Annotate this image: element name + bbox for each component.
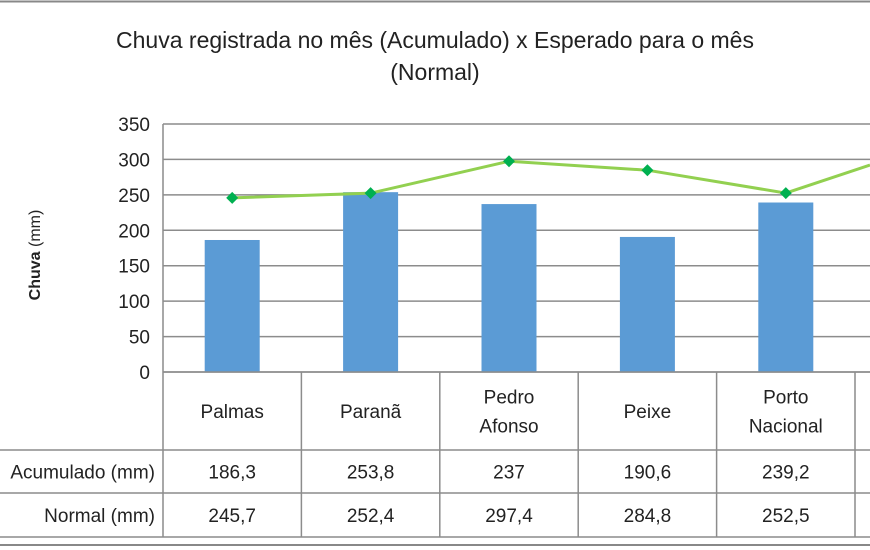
bar-acumulado [619,236,675,372]
y-tick-label: 50 [129,328,150,349]
y-tick-label: 150 [118,257,150,278]
table-cell-value: 252,5 [762,506,810,527]
table-cell-value: 190,6 [624,463,672,484]
y-tick-label: 350 [118,115,150,136]
chart-title-line2: (Normal) [390,59,479,85]
marker-normal [226,191,239,204]
y-tick-label: 300 [118,150,150,171]
category-label: Paranã [340,402,402,423]
y-tick-label: 0 [139,363,150,384]
table-cell-value: 284,8 [624,506,672,527]
category-label: Nacional [749,417,823,438]
bar-acumulado [481,204,537,372]
marker-normal [641,164,654,177]
marker-normal [779,187,792,200]
y-axis-label: Chuva (mm) [27,210,44,301]
table-cell-value: 253,8 [347,463,395,484]
table-cell-value: 239,2 [762,463,810,484]
chart-title-line1: Chuva registrada no mês (Acumulado) x Es… [116,27,754,53]
category-label: Palmas [201,402,264,423]
table-cell-value: 297,4 [485,506,533,527]
table-cell-value: 237 [493,463,525,484]
category-label: Pedro [484,388,535,409]
category-label: Afonso [479,417,538,438]
y-tick-label: 250 [118,186,150,207]
table-cell-value: 245,7 [208,506,256,527]
y-tick-label: 100 [118,292,150,313]
y-tick-label: 200 [118,221,150,242]
marker-normal [503,155,515,168]
bar-acumulado [204,239,260,372]
bar-acumulado [343,192,399,372]
line-normal [232,159,870,200]
marker-normal [364,187,377,200]
bar-acumulado [758,202,814,372]
category-label: Peixe [624,402,672,423]
y-axis-label-bold: Chuva [27,251,44,300]
table-row-label: Normal (mm) [44,506,155,527]
y-axis-label-unit: (mm) [27,210,44,247]
table-row-label: Acumulado (mm) [10,463,155,484]
table-cell-value: 252,4 [347,506,395,527]
category-label: Porto [763,388,808,409]
table-cell-value: 186,3 [208,463,256,484]
